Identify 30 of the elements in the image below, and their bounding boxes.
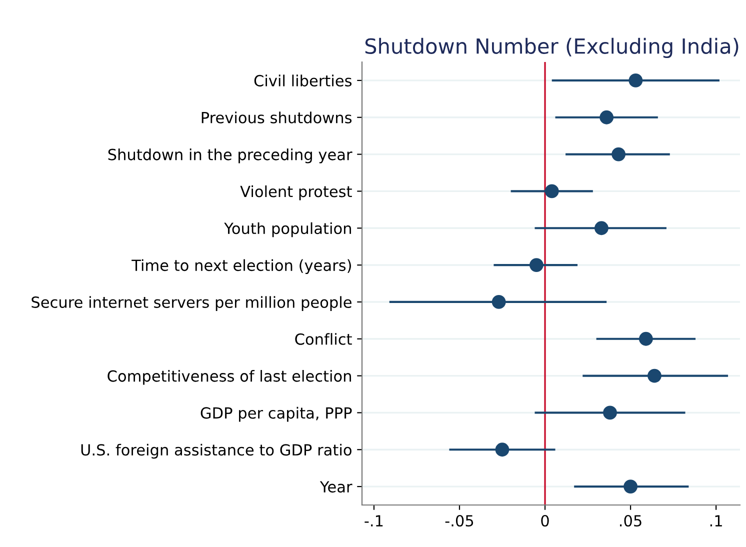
point [648,368,662,383]
y-tick-label: Competitiveness of last election [108,370,351,385]
point [603,406,617,420]
y-tick-label: Previous shutdowns [202,112,352,124]
y-tick-label: U.S. foreign assistance to GDP ratio [81,444,352,459]
y-tick-label: Year [320,481,352,493]
y-tick-label: Civil liberties [254,74,352,86]
x-tick-label: 0 [541,514,549,527]
point [594,221,608,236]
x-tick-label: -.1 [364,515,383,526]
y-tick-label: Secure internet servers per million people [32,296,352,311]
y-tick-label: Youth population [224,222,351,238]
point [530,258,544,272]
point [495,442,510,457]
chart-title: Shutdown Number (Excluding India) [365,38,738,58]
point [624,480,638,494]
point [612,147,626,162]
y-tick-label: Conflict [295,333,352,345]
point [638,332,653,346]
point [600,110,614,124]
x-tick-label: .05 [620,514,642,527]
point [544,184,559,198]
y-tick-label: GDP per capita, PPP [200,406,352,422]
point [628,74,643,88]
x-tick-label: .1 [710,515,722,526]
y-tick-label: Violent protest [240,185,352,200]
y-tick-label: Shutdown in the preceding year [108,148,352,164]
x-tick-label: -.05 [445,514,474,527]
point [492,295,506,309]
y-tick-label: Time to next election (years) [132,259,351,274]
